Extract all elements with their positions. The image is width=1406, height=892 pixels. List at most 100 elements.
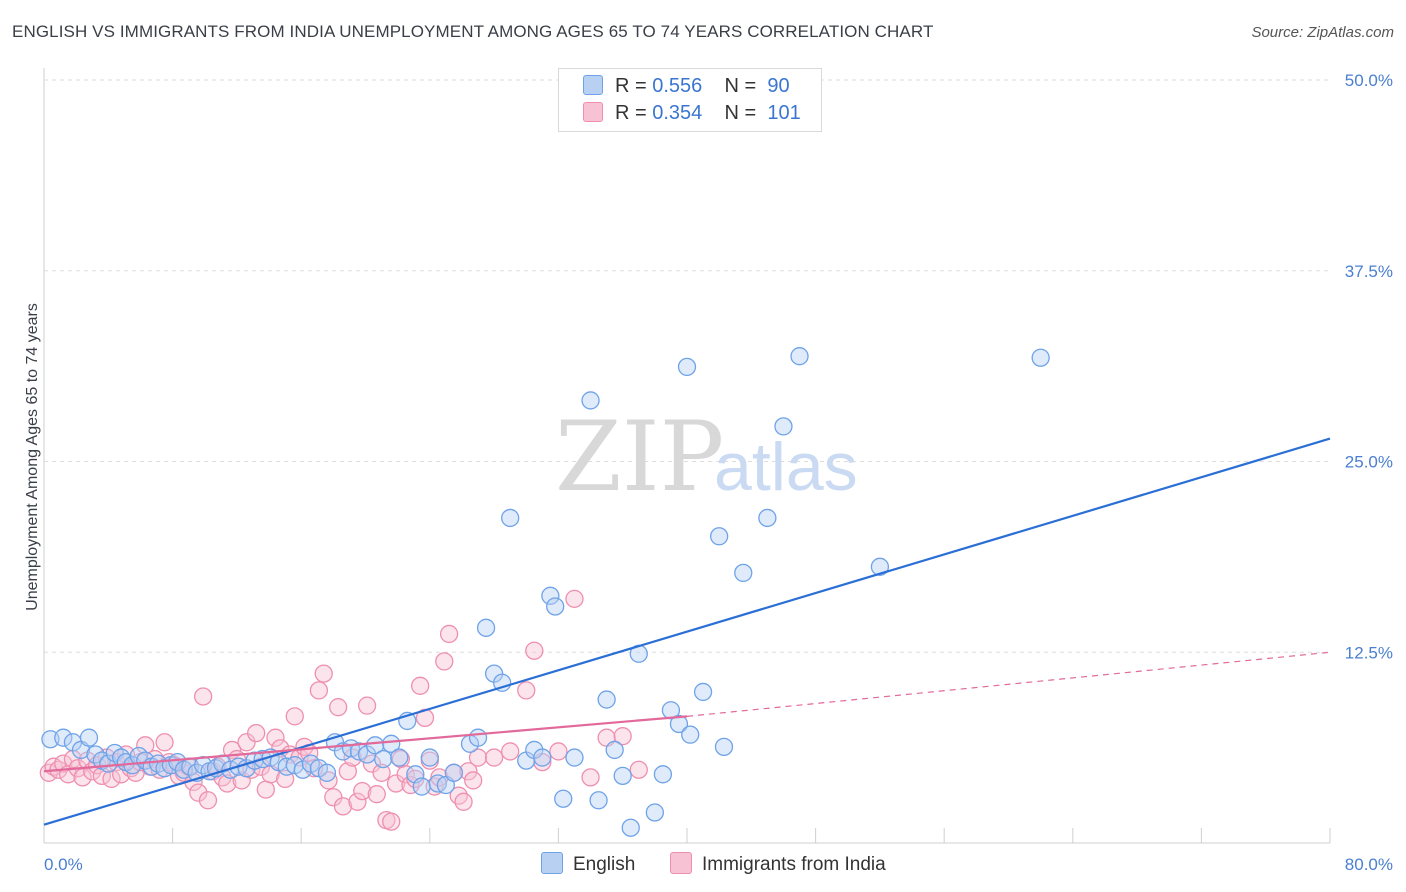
english-point-57 bbox=[476, 618, 496, 637]
english-point-90 bbox=[1031, 348, 1050, 367]
india-point-62 bbox=[338, 762, 357, 781]
english-point-66 bbox=[554, 789, 573, 808]
india-point-58 bbox=[319, 771, 338, 790]
india-point-71 bbox=[382, 812, 401, 831]
x-tick-label-max: 80.0% bbox=[1345, 855, 1393, 874]
india-point-37 bbox=[218, 774, 237, 793]
english-point-73 bbox=[621, 818, 640, 837]
chart-title: ENGLISH VS IMMIGRANTS FROM INDIA UNEMPLO… bbox=[12, 22, 934, 41]
english-point-79 bbox=[677, 357, 697, 377]
english-point-78 bbox=[669, 714, 689, 734]
india-point-56 bbox=[309, 681, 329, 700]
india-point-60 bbox=[329, 698, 348, 717]
english-point-4 bbox=[79, 728, 99, 747]
y-tick-label-3: 50.0% bbox=[1345, 71, 1393, 90]
india-point-67 bbox=[362, 754, 382, 773]
india-point-3 bbox=[54, 754, 73, 773]
india-point-77 bbox=[411, 676, 430, 695]
india-point-83 bbox=[439, 624, 459, 644]
india-point-41 bbox=[237, 733, 256, 752]
english-point-76 bbox=[653, 765, 673, 784]
india-point-88 bbox=[464, 771, 483, 790]
english-point-44 bbox=[365, 736, 385, 755]
india-point-32 bbox=[193, 687, 213, 706]
english-point-38 bbox=[317, 763, 337, 782]
english-point-87 bbox=[774, 417, 793, 436]
india-trend-line bbox=[43, 715, 688, 773]
india-point-91 bbox=[501, 742, 520, 761]
english-point-85 bbox=[734, 563, 753, 583]
india-point-31 bbox=[189, 783, 208, 802]
india-point-57 bbox=[314, 664, 333, 683]
english-point-69 bbox=[589, 791, 608, 810]
india-point-51 bbox=[285, 707, 304, 726]
x-axis-ticks bbox=[172, 828, 1331, 843]
india-n-label: N = bbox=[724, 102, 757, 124]
source-credit: Source: ZipAtlas.com bbox=[1251, 24, 1394, 41]
english-point-68 bbox=[581, 391, 600, 410]
english-point-46 bbox=[382, 734, 401, 753]
bottom-legend-english: English bbox=[541, 852, 635, 876]
india-point-13 bbox=[102, 769, 121, 789]
english-point-75 bbox=[645, 803, 664, 822]
english-point-50 bbox=[412, 777, 431, 796]
english-trend-line bbox=[43, 437, 1331, 826]
english-n-value: 90 bbox=[767, 75, 790, 97]
english-point-81 bbox=[693, 682, 713, 702]
india-point-100 bbox=[629, 760, 648, 779]
english-point-45 bbox=[374, 749, 393, 769]
india-point-92 bbox=[517, 681, 536, 700]
india-point-99 bbox=[613, 727, 632, 746]
india-r-label: R = bbox=[615, 102, 647, 124]
english-points bbox=[41, 110, 1050, 837]
english-point-89 bbox=[870, 557, 890, 576]
y-tick-label-2: 37.5% bbox=[1345, 262, 1393, 281]
english-legend-label: English bbox=[573, 854, 636, 875]
india-point-43 bbox=[247, 723, 266, 743]
english-r-label: R = bbox=[615, 75, 647, 97]
english-point-83 bbox=[714, 737, 734, 757]
x-tick-label-min: 0.0% bbox=[44, 855, 83, 874]
legend-row-english: R = 0.556 N = 90 bbox=[583, 75, 790, 101]
y-tick-label-1: 25.0% bbox=[1345, 453, 1393, 472]
india-point-82 bbox=[435, 652, 454, 671]
bottom-legend-india: Immigrants from India bbox=[670, 852, 886, 876]
india-point-69 bbox=[372, 763, 391, 782]
english-point-70 bbox=[597, 690, 616, 709]
india-point-20 bbox=[136, 736, 155, 755]
india-point-72 bbox=[386, 774, 406, 793]
india-trend-extension bbox=[686, 651, 1331, 717]
india-point-68 bbox=[367, 785, 386, 804]
india-swatch-icon bbox=[583, 102, 603, 122]
india-n-value: 101 bbox=[767, 102, 801, 124]
english-legend-swatch-icon bbox=[541, 852, 563, 874]
watermark-zip: ZIP bbox=[555, 401, 724, 513]
y-tick-label-0: 12.5% bbox=[1345, 643, 1393, 662]
watermark-atlas: atlas bbox=[714, 429, 858, 505]
english-point-51 bbox=[420, 748, 439, 767]
english-point-86 bbox=[758, 508, 777, 528]
india-legend-label: Immigrants from India bbox=[702, 854, 886, 875]
english-point-63 bbox=[533, 748, 552, 767]
india-point-47 bbox=[266, 728, 285, 747]
india-point-95 bbox=[549, 742, 568, 761]
india-point-89 bbox=[468, 748, 488, 767]
english-point-60 bbox=[501, 508, 520, 528]
india-point-61 bbox=[333, 797, 353, 816]
india-point-45 bbox=[256, 780, 275, 799]
english-point-47 bbox=[390, 748, 409, 767]
english-point-71 bbox=[605, 740, 624, 760]
india-point-86 bbox=[454, 792, 473, 811]
y-axis-label: Unemployment Among Ages 65 to 74 years bbox=[24, 303, 41, 611]
india-legend-swatch-icon bbox=[670, 852, 692, 874]
india-point-97 bbox=[581, 768, 600, 787]
india-point-90 bbox=[484, 748, 504, 767]
correlation-legend: R = 0.556 N = 90 R = 0.354 N = 101 bbox=[558, 68, 822, 132]
india-point-24 bbox=[155, 733, 174, 752]
india-point-65 bbox=[353, 781, 372, 801]
india-point-66 bbox=[357, 696, 377, 715]
english-n-label: N = bbox=[724, 75, 757, 97]
india-point-33 bbox=[198, 791, 218, 810]
english-point-1 bbox=[54, 728, 73, 747]
